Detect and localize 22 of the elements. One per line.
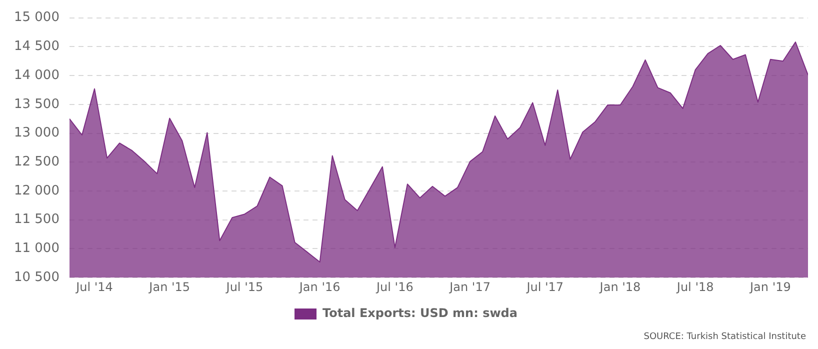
y-tick-label: 12 000	[14, 183, 60, 198]
y-tick-label: 12 500	[14, 154, 60, 170]
y-tick-label: 10 500	[14, 270, 60, 285]
y-tick-label: 14 000	[14, 68, 60, 83]
x-tick-label: Jan '15	[148, 280, 190, 294]
y-tick-label: 13 500	[14, 96, 60, 112]
x-tick-label: Jan '19	[749, 280, 791, 294]
x-tick-label: Jul '14	[75, 280, 113, 294]
y-tick-label: 11 500	[14, 212, 60, 228]
source-note: SOURCE: Turkish Statistical Institute	[644, 332, 806, 342]
x-tick-label: Jul '16	[375, 280, 414, 294]
y-tick-label: 15 000	[14, 10, 60, 26]
x-tick-label: Jul '15	[225, 280, 264, 294]
y-tick-label: 11 000	[14, 241, 60, 256]
x-tick-label: Jan '18	[598, 280, 641, 294]
x-tick-label: Jul '17	[526, 280, 564, 294]
legend-label: Total Exports: USD mn: swda	[322, 306, 518, 320]
x-tick-label: Jul '18	[676, 280, 714, 294]
x-tick-label: Jan '16	[298, 280, 340, 294]
y-tick-label: 13 000	[14, 126, 60, 141]
y-tick-label: 14 500	[14, 39, 60, 54]
x-tick-label: Jan '17	[448, 280, 490, 294]
